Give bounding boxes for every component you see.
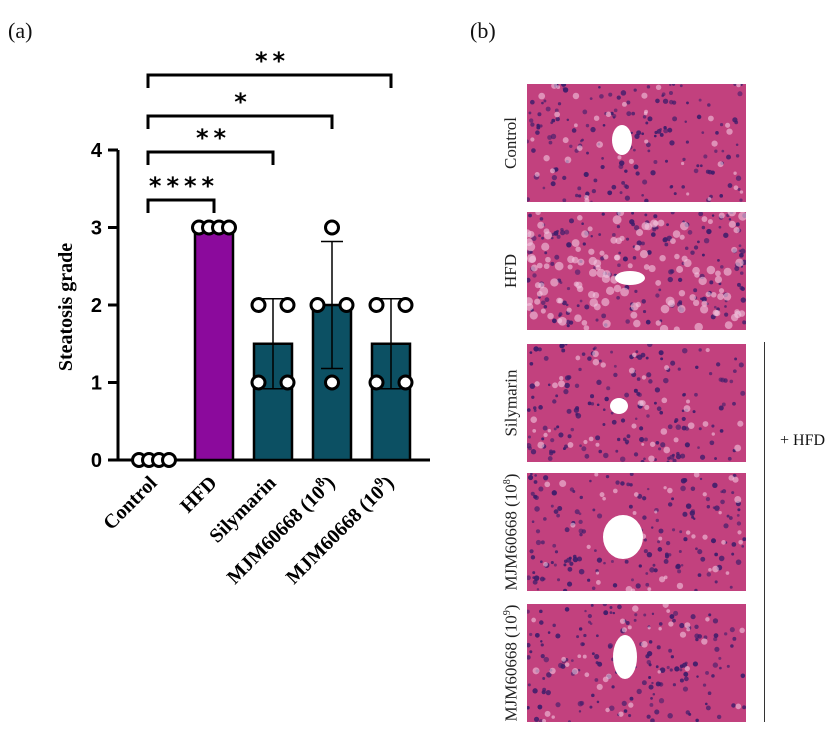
hfd-group-bracket [764, 342, 765, 722]
x-tick-label: HFD [176, 472, 221, 517]
y-tick-label: 3 [91, 218, 102, 240]
significance-label: **** [149, 172, 219, 200]
data-point [368, 297, 385, 313]
x-tick-label: MJM60668 (109) [280, 471, 398, 589]
significance-bracket [146, 150, 275, 165]
y-tick-label: 0 [91, 450, 102, 472]
histology-image [527, 604, 746, 722]
y-axis-label: Steatosis grade [55, 243, 77, 371]
y-tick-label: 1 [91, 373, 102, 395]
significance-bracket [146, 198, 216, 213]
histology-row-label: MJM60668 (108) [501, 474, 521, 591]
histology-row-label-exponent: 9 [501, 610, 513, 616]
data-point [279, 374, 296, 391]
panel-a-label: (a) [8, 18, 33, 43]
data-point [161, 452, 177, 468]
y-tick-label: 4 [91, 140, 103, 162]
histology-image [527, 212, 746, 330]
histology-row-label-text: Control [500, 117, 520, 169]
x-tick-label: Control [99, 472, 162, 535]
histology-row-label-exponent: 8 [501, 479, 513, 485]
x-tick-label: MJM60668 (108) [221, 471, 339, 589]
histology-row-label: HFD [501, 254, 521, 288]
significance-label: ** [196, 124, 231, 152]
data-point [324, 374, 340, 391]
significance-label: ** [255, 47, 290, 75]
data-point [221, 219, 237, 236]
data-point [250, 297, 267, 313]
data-point [309, 297, 326, 313]
histology-row-label-text: HFD [501, 253, 521, 289]
significance-label: * [234, 88, 252, 116]
data-point [324, 219, 340, 236]
histology-row-label: Silymarin [501, 369, 521, 436]
histology-image [527, 473, 746, 591]
histology-row-label-end: ) [500, 473, 520, 480]
histology-row-label: Control [501, 117, 521, 169]
bar [193, 226, 235, 462]
y-tick-label: 2 [91, 295, 102, 317]
data-point [279, 297, 296, 313]
significance-bracket [146, 114, 334, 129]
data-point [397, 374, 414, 391]
panel-b-label: (b) [470, 18, 496, 43]
histology-row-label-end: ) [500, 604, 520, 611]
data-point [338, 297, 355, 313]
histology-image [527, 84, 746, 202]
hfd-group-label: + HFD [780, 432, 826, 449]
bar [370, 342, 412, 462]
data-point [250, 374, 267, 391]
histology-row-label-text: Silymarin [501, 369, 521, 437]
data-point [397, 297, 414, 313]
data-point [368, 374, 385, 391]
histology-row-label: MJM60668 (109) [501, 605, 521, 722]
histology-row-label-text: MJM60668 (10 [500, 484, 520, 591]
significance-bracket [146, 73, 393, 88]
histology-image [527, 344, 746, 462]
histology-row-label-text: MJM60668 (10 [500, 615, 520, 722]
